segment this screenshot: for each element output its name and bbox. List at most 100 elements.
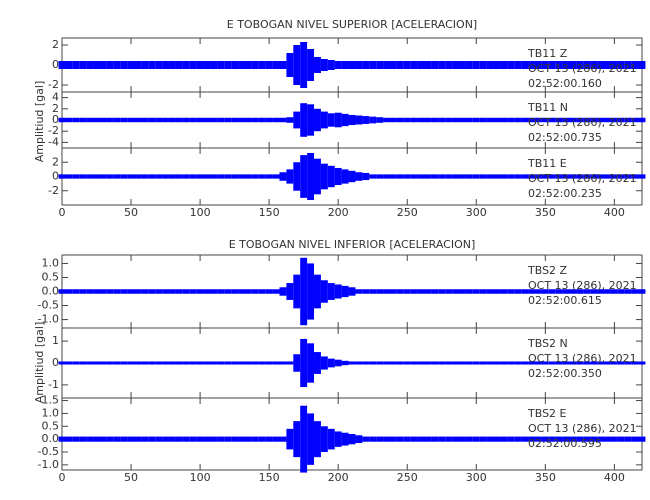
y-tick-label: -0.5: [38, 445, 59, 458]
trace-envelope: [286, 169, 294, 184]
trace-envelope: [120, 436, 128, 442]
trace-envelope: [196, 361, 204, 365]
trace-envelope: [272, 117, 280, 123]
trace-envelope: [314, 108, 321, 132]
trace-envelope: [327, 60, 335, 70]
trace-envelope: [403, 289, 411, 294]
trace-envelope: [569, 436, 577, 442]
x-tick-label: 150: [259, 206, 280, 219]
trace-envelope: [148, 289, 156, 294]
trace-envelope: [175, 117, 183, 123]
trace-envelope: [396, 289, 404, 294]
y-tick-label: 2: [52, 102, 59, 115]
station-label: TBS2 N: [527, 337, 568, 350]
trace-envelope: [362, 289, 370, 294]
trace-envelope: [203, 436, 211, 442]
trace-envelope: [548, 436, 556, 442]
trace-envelope: [396, 436, 404, 442]
trace-envelope: [189, 361, 197, 365]
trace-envelope: [314, 57, 321, 73]
trace-envelope: [472, 174, 480, 179]
trace-envelope: [341, 61, 349, 69]
trace-envelope: [362, 61, 370, 69]
trace-envelope: [210, 436, 218, 442]
trace-envelope: [376, 174, 384, 179]
trace-envelope: [576, 361, 584, 365]
trace-envelope: [300, 338, 308, 388]
trace-envelope: [279, 117, 287, 123]
trace-envelope: [231, 117, 239, 123]
trace-envelope: [86, 289, 94, 294]
trace-envelope: [300, 405, 308, 473]
trace-envelope: [189, 117, 197, 123]
trace-envelope: [258, 289, 266, 294]
trace-envelope: [452, 436, 460, 442]
trace-envelope: [169, 289, 176, 294]
trace-envelope: [631, 61, 639, 69]
trace-envelope: [631, 289, 639, 294]
trace-envelope: [279, 361, 287, 365]
trace-envelope: [500, 61, 508, 69]
trace-envelope: [389, 289, 397, 294]
x-tick-label: 100: [190, 471, 211, 484]
trace-envelope: [300, 155, 308, 198]
trace-envelope: [334, 431, 342, 447]
y-axis-label: Amplitiud [gal]: [33, 322, 46, 404]
trace-envelope: [307, 343, 315, 383]
chart-title: E TOBOGAN NIVEL SUPERIOR [ACELERACION]: [227, 18, 477, 31]
trace-envelope: [410, 174, 418, 179]
trace-envelope: [500, 436, 508, 442]
station-label: TB11 Z: [527, 47, 568, 60]
trace-envelope: [272, 436, 280, 442]
trace-envelope: [210, 361, 218, 365]
trace-envelope: [555, 289, 563, 294]
trace-envelope: [244, 289, 252, 294]
y-tick-label: -0.5: [38, 299, 59, 312]
trace-envelope: [431, 61, 439, 69]
trace-envelope: [244, 436, 252, 442]
trace-envelope: [106, 436, 114, 442]
time-label: 02:52:00.160: [528, 77, 602, 90]
trace-envelope: [120, 361, 128, 365]
trace-envelope: [534, 174, 542, 179]
trace-envelope: [534, 436, 542, 442]
trace-envelope: [86, 174, 94, 179]
x-tick-label: 0: [59, 206, 66, 219]
trace-envelope: [134, 117, 142, 123]
trace-envelope: [638, 436, 646, 442]
trace-envelope: [500, 117, 508, 123]
trace-envelope: [251, 289, 259, 294]
trace-envelope: [583, 436, 591, 442]
trace-envelope: [479, 289, 487, 294]
y-tick-label: -2: [48, 124, 59, 137]
y-tick-label: 0: [52, 58, 59, 71]
trace-envelope: [389, 174, 397, 179]
trace-envelope: [307, 263, 315, 320]
trace-envelope: [106, 174, 114, 179]
trace-envelope: [452, 289, 460, 294]
trace-envelope: [65, 174, 73, 179]
trace-envelope: [396, 174, 404, 179]
trace-envelope: [514, 289, 522, 294]
trace-envelope: [610, 436, 618, 442]
trace-envelope: [251, 436, 259, 442]
trace-envelope: [286, 361, 294, 365]
x-tick-label: 400: [604, 206, 625, 219]
trace-envelope: [320, 426, 328, 452]
trace-envelope: [348, 61, 356, 69]
trace-envelope: [300, 103, 308, 137]
date-label: OCT 13 (286), 2021: [528, 62, 637, 75]
trace-envelope: [155, 174, 163, 179]
trace-envelope: [624, 361, 632, 365]
trace-envelope: [224, 61, 232, 69]
y-tick-label: 2: [52, 38, 59, 51]
trace-envelope: [514, 361, 522, 365]
trace-envelope: [106, 117, 114, 123]
trace-envelope: [569, 174, 577, 179]
trace-envelope: [231, 361, 239, 365]
y-tick-label: 0.5: [42, 419, 60, 432]
trace-envelope: [155, 361, 163, 365]
trace-envelope: [99, 289, 107, 294]
trace-envelope: [610, 361, 618, 365]
trace-envelope: [376, 61, 384, 69]
